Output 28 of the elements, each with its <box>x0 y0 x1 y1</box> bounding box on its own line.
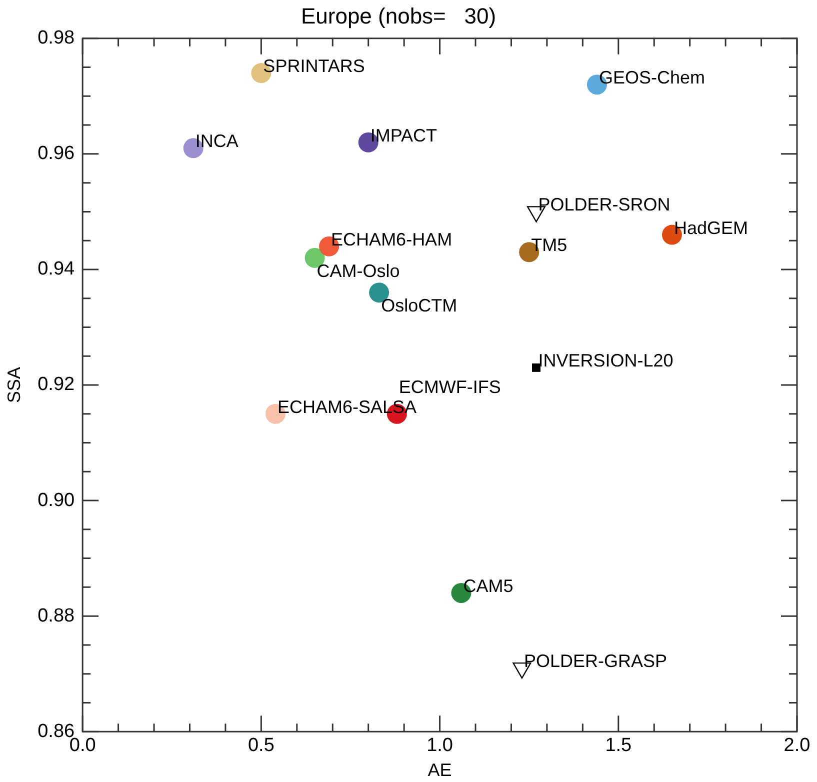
x-tick-label: 1.5 <box>605 735 632 756</box>
series-label: IMPACT <box>370 125 438 146</box>
series-label: ECHAM6-HAM <box>331 229 452 250</box>
y-tick-label: 0.88 <box>38 605 75 626</box>
series-label: CAM5 <box>463 576 514 596</box>
x-tick-label: 2.0 <box>784 735 810 756</box>
y-tick-label: 0.98 <box>38 28 75 49</box>
series-label: ECMWF-IFS <box>398 376 501 397</box>
series-label: GEOS-Chem <box>598 68 705 88</box>
x-tick-label: 1.0 <box>426 735 453 756</box>
y-tick-label: 0.92 <box>38 374 75 396</box>
series-label: INCA <box>195 131 238 152</box>
series-label: INVERSION-L20 <box>538 350 674 371</box>
series-label: OsloCTM <box>381 296 458 316</box>
y-tick-label: 0.96 <box>38 143 75 164</box>
series-label: POLDER-GRASP <box>524 651 667 672</box>
series-label: POLDER-SRON <box>538 194 670 215</box>
series-label: HadGEM <box>674 218 748 238</box>
y-tick-label: 0.90 <box>38 490 75 511</box>
chart-title: Europe (nobs= 30) <box>300 3 496 28</box>
x-tick-label: 0.5 <box>248 735 274 756</box>
series-label: CAM-Oslo <box>316 260 400 281</box>
y-tick-label: 0.94 <box>38 258 76 280</box>
series-label: SPRINTARS <box>263 56 365 76</box>
y-axis-title: SSA <box>4 366 24 404</box>
series-label: ECHAM6-SALSA <box>277 396 417 417</box>
series-label: TM5 <box>531 235 568 256</box>
x-axis-title: AE <box>428 760 452 780</box>
